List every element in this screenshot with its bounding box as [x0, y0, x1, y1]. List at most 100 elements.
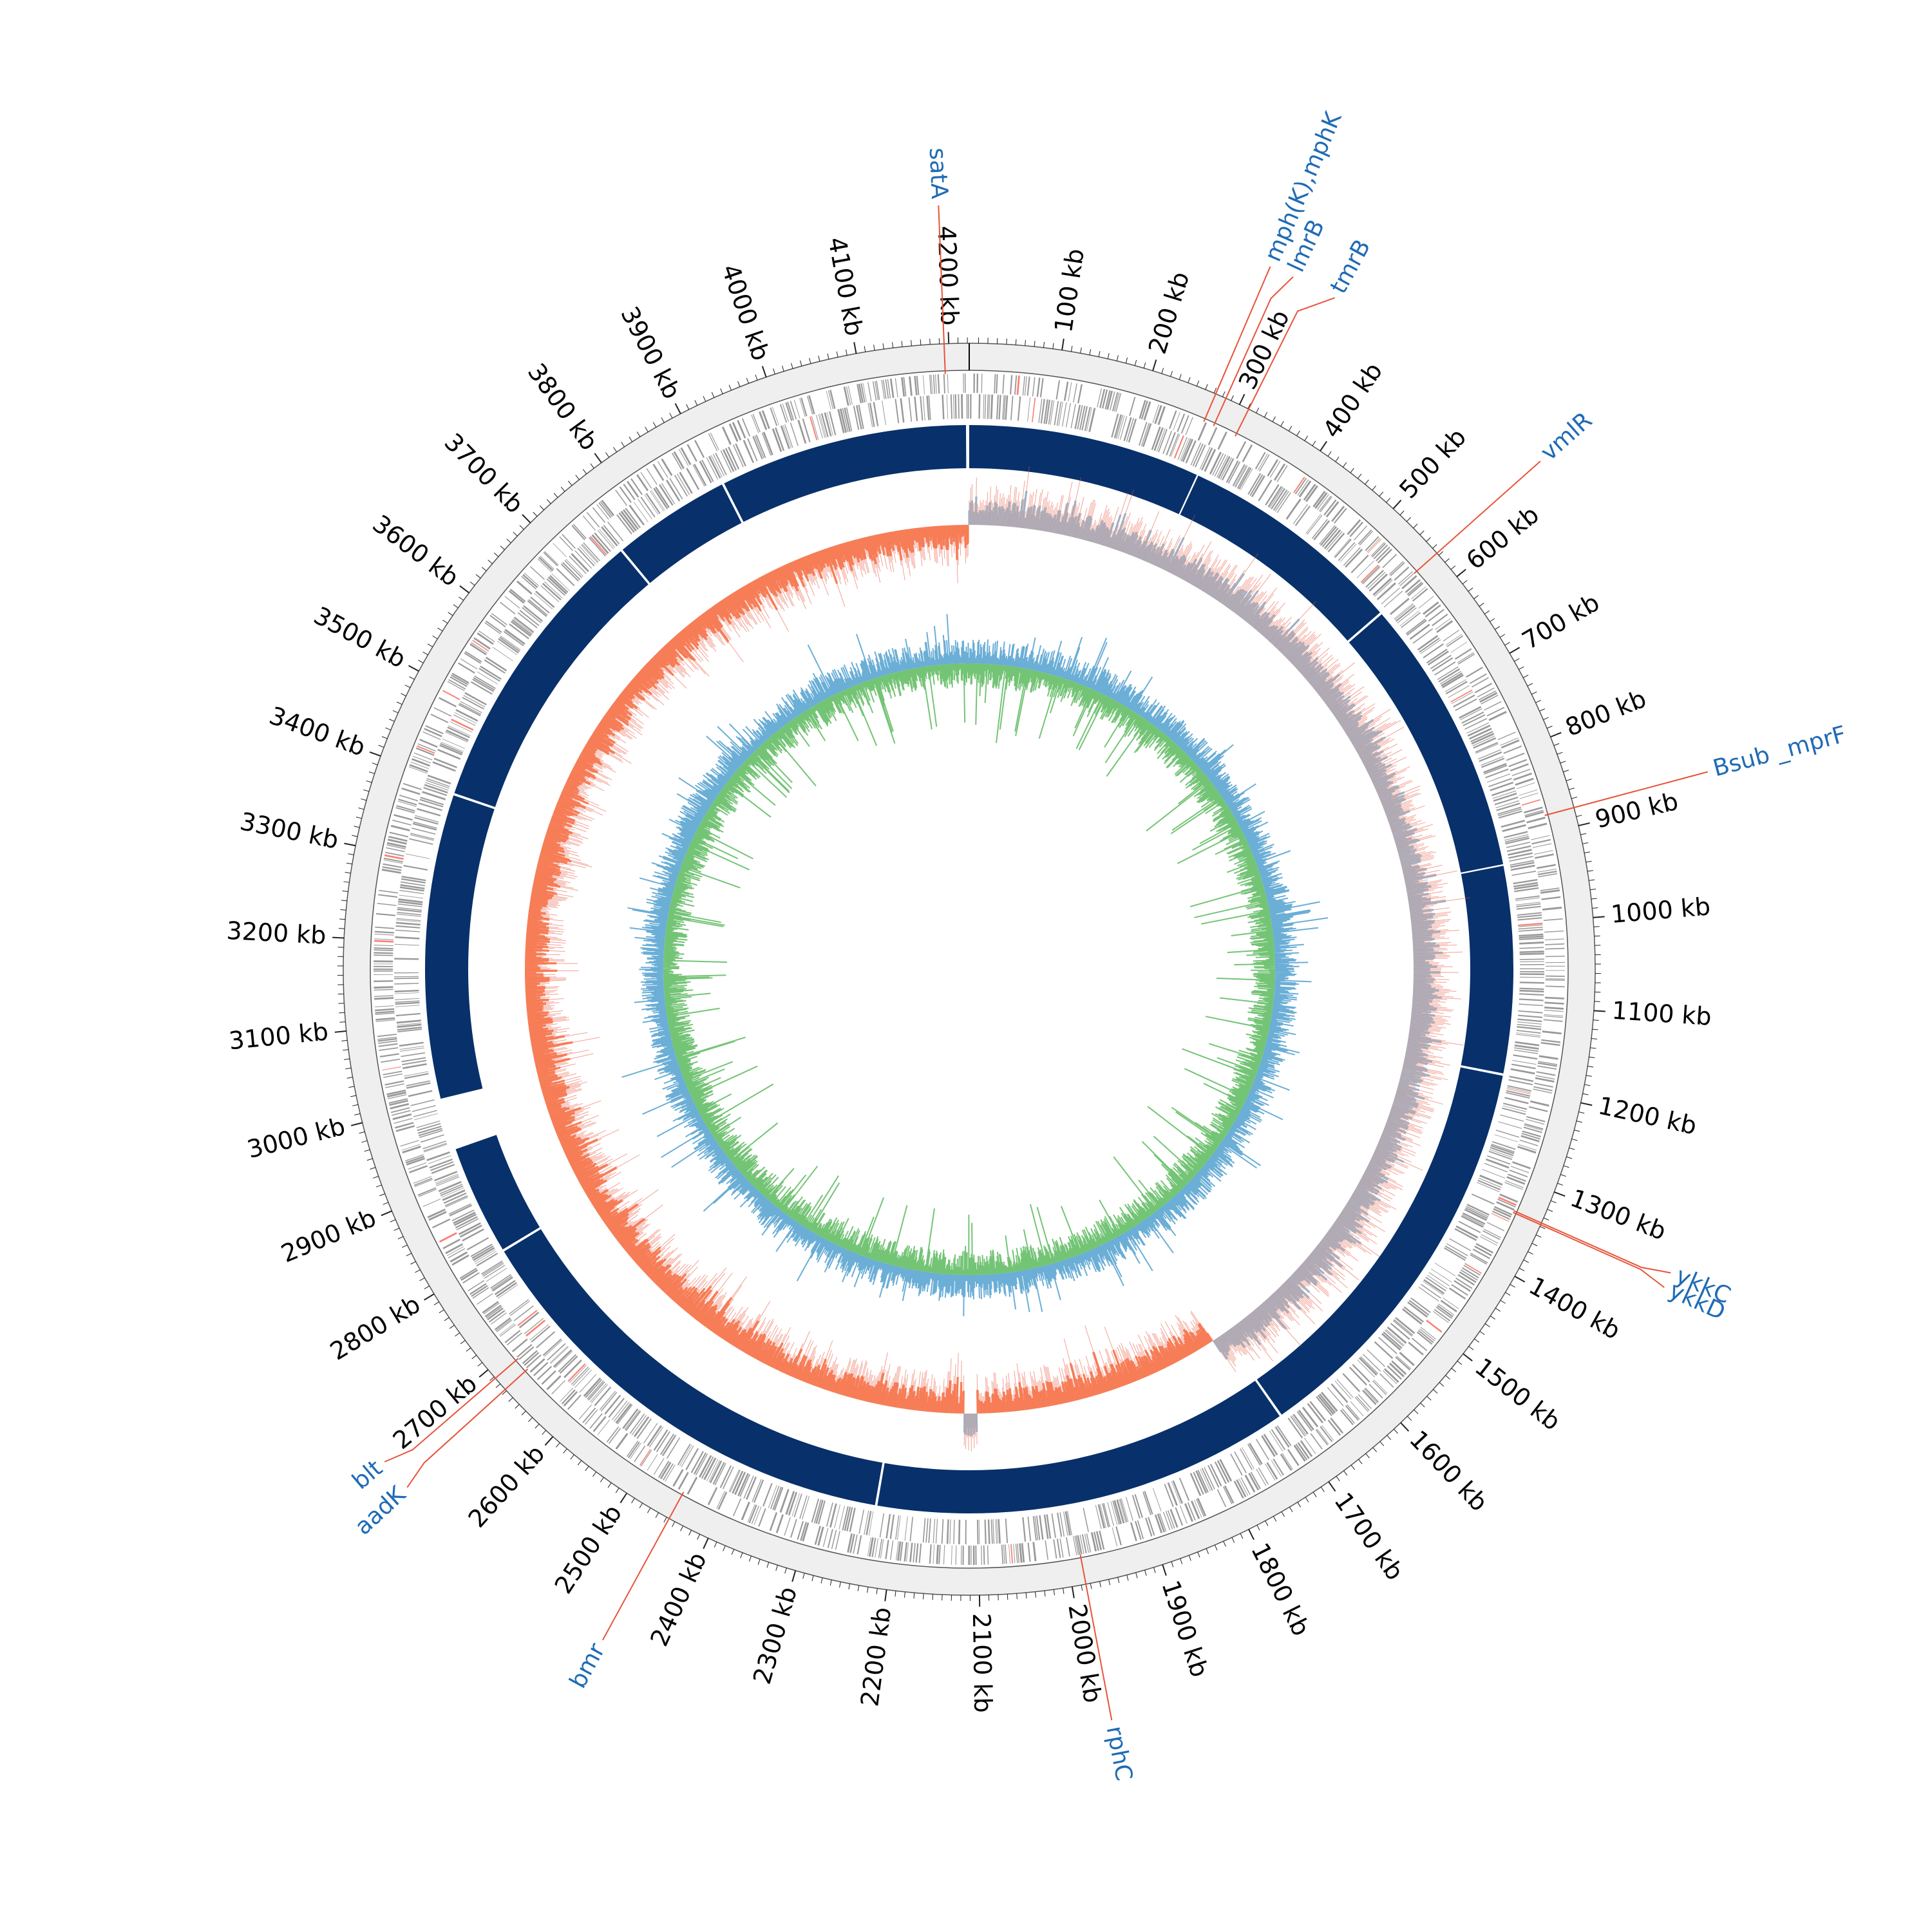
- gene-feature: [631, 1415, 647, 1435]
- gene-feature: [1435, 618, 1451, 630]
- gene-feature: [374, 949, 393, 951]
- gene-feature: [1383, 1331, 1403, 1349]
- gene-label-leader: [406, 1368, 529, 1488]
- gene-feature: [1180, 415, 1189, 434]
- minor-tick: [1281, 1511, 1285, 1517]
- gene-feature: [1349, 521, 1364, 537]
- minor-tick: [1099, 1581, 1101, 1587]
- gene-feature: [1526, 1119, 1545, 1125]
- gene-feature: [1269, 1430, 1283, 1452]
- gene-feature: [1460, 708, 1482, 721]
- gene-feature: [374, 947, 393, 950]
- gene-feature: [1503, 831, 1528, 838]
- gene-feature: [561, 1389, 576, 1405]
- gene-feature: [1518, 926, 1543, 930]
- gene-feature: [1533, 850, 1553, 855]
- gene-feature: [547, 1343, 566, 1361]
- gene-feature: [590, 536, 607, 556]
- gene-feature: [773, 1487, 784, 1511]
- gene-feature: [732, 1470, 744, 1494]
- gene-feature: [1437, 666, 1459, 680]
- tick-label: 400 kb: [1317, 357, 1388, 443]
- minor-tick: [439, 1309, 444, 1314]
- gene-feature: [1458, 1220, 1481, 1233]
- minor-tick: [1135, 1572, 1138, 1578]
- gene-feature: [1265, 484, 1280, 506]
- major-tick: [544, 1436, 554, 1446]
- gene-feature: [638, 498, 652, 520]
- gene-feature: [379, 889, 398, 894]
- gene-feature: [1396, 1356, 1412, 1369]
- gene-feature: [1410, 586, 1426, 600]
- minor-tick: [1590, 889, 1596, 891]
- gene-feature: [1162, 1511, 1171, 1531]
- minor-tick: [477, 1362, 483, 1367]
- minor-tick: [471, 1354, 477, 1359]
- gene-feature: [1115, 415, 1124, 439]
- minor-tick: [1563, 1165, 1569, 1168]
- gene-feature: [885, 379, 889, 399]
- gene-feature: [1535, 1077, 1555, 1083]
- gene-feature: [1032, 377, 1036, 397]
- gene-feature: [623, 483, 636, 500]
- minor-tick: [1304, 435, 1309, 441]
- gene-feature: [397, 903, 422, 907]
- gene-feature: [1418, 596, 1434, 609]
- gene-feature: [824, 412, 832, 437]
- gene-feature: [647, 1454, 658, 1471]
- gene-feature: [448, 1248, 466, 1258]
- gene-feature: [1511, 1063, 1536, 1070]
- gene-feature: [377, 1036, 397, 1040]
- gene-feature: [1334, 507, 1347, 524]
- gene-feature: [1130, 1522, 1137, 1542]
- gene-feature: [448, 1203, 471, 1215]
- minor-tick: [1592, 907, 1598, 909]
- major-tick: [1509, 647, 1520, 654]
- gene-feature: [706, 457, 719, 480]
- gene-feature: [590, 1383, 607, 1402]
- gene-feature: [1257, 453, 1268, 471]
- gene-feature: [728, 446, 740, 469]
- gene-feature: [1003, 1544, 1005, 1564]
- gene-feature: [1013, 1544, 1016, 1564]
- gene-feature: [1319, 525, 1336, 545]
- minor-tick: [1566, 1156, 1573, 1159]
- minor-tick: [1399, 510, 1405, 516]
- gene-feature: [1362, 567, 1381, 585]
- gene-feature: [899, 1541, 904, 1561]
- gene-feature: [1039, 1515, 1044, 1540]
- gene-feature: [1423, 1279, 1445, 1294]
- minor-tick: [1505, 1292, 1511, 1296]
- gene-feature: [1531, 838, 1551, 845]
- gene-feature: [1519, 937, 1544, 940]
- gene-feature: [677, 1443, 691, 1466]
- gene-feature: [1541, 896, 1561, 900]
- gene-feature: [1218, 456, 1231, 479]
- minor-tick: [1117, 1577, 1120, 1584]
- minor-tick: [1143, 362, 1146, 368]
- gene-feature: [399, 889, 424, 895]
- gene-feature: [519, 610, 540, 627]
- gene-feature: [410, 833, 435, 840]
- gene-feature: [473, 1247, 495, 1262]
- gene-feature: [900, 398, 905, 423]
- gene-feature: [1375, 547, 1390, 562]
- gene-feature: [1327, 533, 1345, 553]
- gene-feature: [388, 835, 408, 842]
- gene-feature: [386, 842, 406, 848]
- gene-feature: [622, 509, 639, 530]
- gene-feature: [508, 590, 525, 604]
- gene-feature: [496, 1282, 517, 1298]
- gene-feature: [1002, 374, 1005, 394]
- gene-feature: [1119, 1499, 1126, 1523]
- gene-feature: [1276, 492, 1291, 513]
- gene-feature: [1482, 1169, 1506, 1179]
- gene-feature: [1381, 1332, 1401, 1351]
- gene-feature: [672, 1469, 684, 1487]
- gene-feature: [459, 1267, 477, 1279]
- gene-feature: [1394, 603, 1414, 620]
- gene-feature: [1184, 1503, 1193, 1522]
- gene-feature: [615, 1432, 629, 1450]
- minor-tick: [1450, 565, 1456, 570]
- gene-feature: [1455, 1277, 1473, 1289]
